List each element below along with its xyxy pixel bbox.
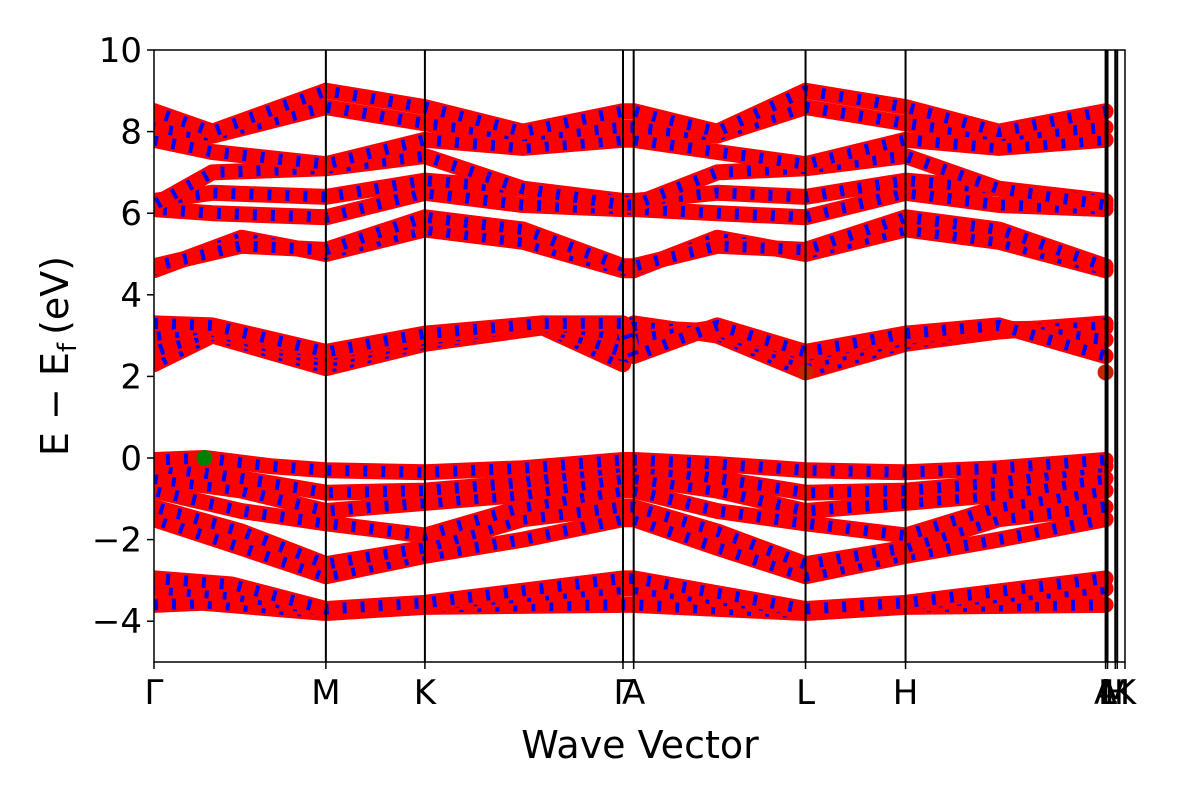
- y-tick-label: 6: [120, 194, 142, 234]
- band-line-dash: [154, 211, 1108, 272]
- band-line: [154, 99, 1114, 144]
- bands-layer: [154, 82, 1114, 621]
- y-tick-label: 4: [120, 276, 142, 316]
- x-tick-label: M: [311, 673, 340, 713]
- x-tick-label: Γ: [145, 673, 164, 713]
- y-tick-label: 10: [99, 31, 142, 71]
- band-line: [154, 82, 1114, 140]
- y-tick-label: 8: [120, 113, 142, 153]
- y-axis-title-unit: (eV): [33, 256, 77, 335]
- x-tick-label: A: [622, 673, 645, 713]
- band-line: [154, 315, 1114, 364]
- band-line-dash: [154, 472, 1107, 517]
- band-line-dash: [154, 460, 1107, 499]
- plot-frame: [153, 49, 1126, 663]
- y-tick-label: 2: [120, 357, 142, 397]
- x-tick-label: K: [1114, 673, 1138, 713]
- y-axis-title-main: E − E: [33, 352, 77, 456]
- y-tick-label: 0: [120, 439, 142, 479]
- x-tick-label: L: [796, 673, 815, 713]
- y-axis-title: E − Ef (eV): [33, 256, 83, 456]
- band-line: [154, 482, 1114, 544]
- y-tick-label: −4: [92, 602, 142, 642]
- band-line: [154, 511, 1114, 585]
- band-line-dash: [154, 134, 1107, 170]
- x-tick-label: A: [1094, 673, 1117, 713]
- y-axis-ticks: −4 −2 0 2 4 6 8 10: [92, 31, 154, 642]
- x-tick-label: M: [1101, 673, 1130, 713]
- x-tick-label: H: [893, 673, 919, 713]
- x-tick-label: H: [1104, 673, 1130, 713]
- y-axis-title-subscript: f: [53, 342, 83, 352]
- y-tick-label: −2: [92, 521, 142, 561]
- band-line-dash: [154, 150, 1107, 211]
- x-tick-label: K: [414, 673, 438, 713]
- kpoint-lines: [324, 50, 1119, 662]
- markers-layer: [196, 364, 1114, 466]
- x-axis-title: Wave Vector: [521, 723, 759, 767]
- x-tick-label: Γ: [614, 673, 633, 713]
- band-line: [154, 499, 1114, 573]
- x-tick-label: L: [1098, 673, 1117, 713]
- vbm-marker: [196, 450, 213, 466]
